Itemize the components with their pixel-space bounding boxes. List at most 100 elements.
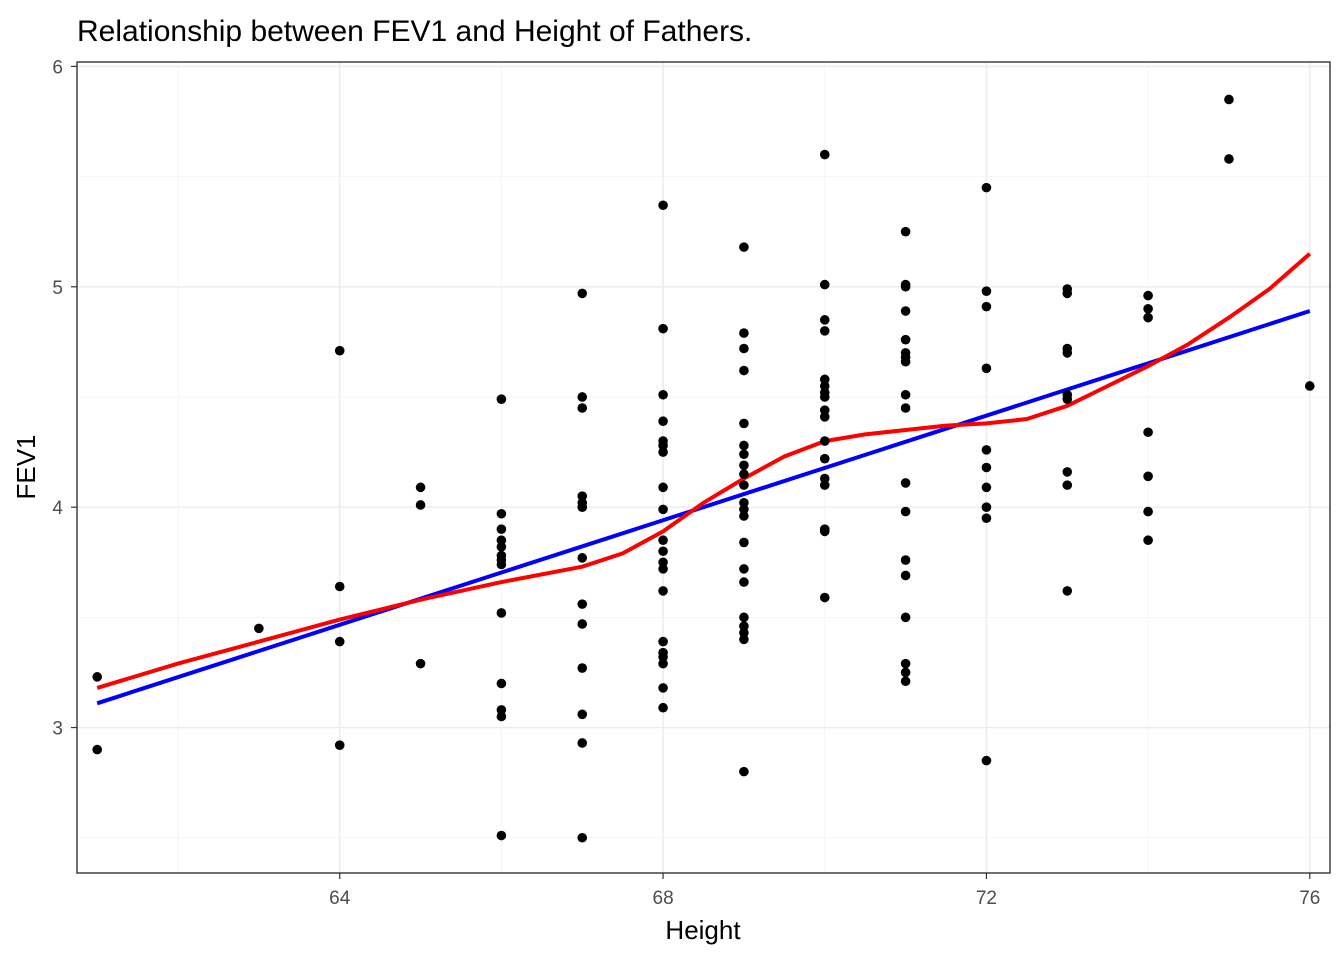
data-point: [334, 740, 345, 750]
data-point: [577, 619, 588, 629]
data-point: [496, 535, 507, 546]
data-point: [658, 652, 668, 662]
data-point: [981, 286, 992, 296]
data-point: [739, 537, 749, 548]
y-tick-label: 6: [52, 57, 63, 78]
data-point: [1062, 480, 1073, 490]
data-point: [658, 546, 668, 557]
data-point: [900, 676, 911, 687]
series-layer: [96, 252, 1312, 706]
data-point: [739, 634, 749, 645]
y-axis-ticks: 3 4 5 6: [52, 57, 77, 740]
x-axis-ticks: 64 68 72 76: [329, 873, 1320, 909]
data-point: [1143, 535, 1153, 546]
data-point: [658, 504, 668, 515]
data-point: [577, 491, 588, 501]
data-point: [496, 542, 507, 552]
data-point: [577, 392, 588, 402]
data-point: [819, 405, 830, 416]
data-point: [739, 418, 749, 429]
data-point: [739, 365, 749, 376]
data-point: [900, 389, 911, 400]
data-point: [739, 343, 749, 354]
data-point: [496, 678, 507, 689]
chart-title: Relationship between FEV1 and Height of …: [77, 15, 752, 48]
data-point: [415, 482, 426, 493]
data-point: [1143, 471, 1153, 482]
data-point: [1062, 394, 1073, 404]
data-point: [819, 453, 830, 464]
data-point: [658, 323, 668, 334]
data-point: [92, 672, 103, 682]
data-point: [739, 242, 749, 252]
data-point: [739, 460, 749, 471]
data-point: [254, 623, 264, 634]
data-point: [739, 577, 749, 587]
data-point: [900, 555, 911, 565]
data-point: [900, 478, 911, 488]
data-point: [819, 526, 830, 537]
smooth-fit-line: [96, 252, 1312, 690]
data-point: [496, 524, 507, 535]
data-point: [334, 636, 345, 647]
data-point: [819, 592, 830, 603]
data-point: [819, 412, 830, 422]
data-point: [577, 832, 588, 843]
x-tick-label: 68: [653, 888, 674, 909]
data-point: [739, 449, 749, 460]
data-point: [496, 711, 507, 722]
data-point: [739, 612, 749, 623]
data-point: [658, 564, 668, 574]
data-point: [819, 436, 830, 446]
data-point: [981, 502, 992, 512]
data-point: [819, 326, 830, 336]
data-point: [1062, 348, 1073, 358]
data-point: [658, 482, 668, 493]
data-point: [658, 200, 668, 211]
grid: [77, 62, 1330, 873]
data-point: [981, 755, 992, 766]
y-tick-label: 5: [52, 278, 63, 299]
data-point: [577, 502, 588, 512]
x-tick-label: 72: [976, 888, 997, 909]
data-point: [900, 658, 911, 669]
data-point: [658, 658, 668, 669]
data-point: [658, 586, 668, 596]
data-point: [739, 564, 749, 574]
data-point: [819, 374, 830, 385]
data-point: [739, 621, 749, 631]
data-point: [496, 830, 507, 841]
data-point: [577, 663, 588, 673]
data-point: [1143, 312, 1153, 323]
data-point: [496, 394, 507, 404]
data-point: [819, 473, 830, 484]
y-tick-label: 4: [52, 498, 63, 519]
data-point: [577, 403, 588, 413]
data-point: [819, 392, 830, 402]
data-point: [739, 497, 749, 508]
data-point: [1143, 427, 1153, 438]
y-tick-label: 3: [52, 719, 63, 740]
data-point: [577, 709, 588, 720]
data-point: [92, 744, 103, 755]
data-point: [334, 581, 345, 592]
data-point: [658, 447, 668, 457]
data-point: [819, 149, 830, 160]
x-tick-label: 64: [329, 888, 351, 909]
data-point: [739, 511, 749, 521]
data-point: [900, 612, 911, 623]
data-point: [1062, 586, 1073, 596]
data-point: [658, 389, 668, 400]
data-point: [577, 288, 588, 299]
data-point: [577, 738, 588, 748]
data-point: [819, 480, 830, 490]
data-point: [496, 508, 507, 519]
data-point: [658, 440, 668, 451]
data-point: [981, 462, 992, 473]
data-point: [1224, 154, 1234, 164]
data-point: [1143, 304, 1153, 314]
data-point: [819, 279, 830, 290]
data-point: [415, 658, 426, 669]
data-point: [819, 315, 830, 325]
